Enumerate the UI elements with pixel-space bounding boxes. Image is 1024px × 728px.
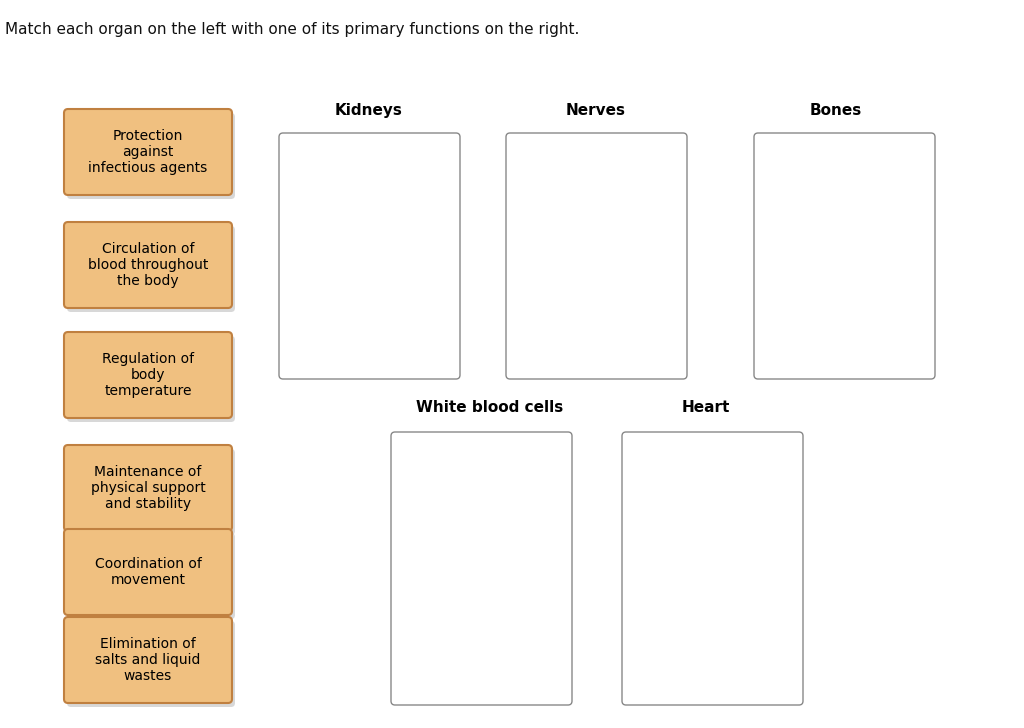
Text: Protection
against
infectious agents: Protection against infectious agents (88, 129, 208, 175)
Text: Nerves: Nerves (566, 103, 626, 118)
FancyBboxPatch shape (67, 336, 234, 422)
FancyBboxPatch shape (67, 533, 234, 619)
FancyBboxPatch shape (63, 445, 232, 531)
FancyBboxPatch shape (279, 133, 460, 379)
FancyBboxPatch shape (63, 617, 232, 703)
Text: White blood cells: White blood cells (417, 400, 563, 415)
Text: Regulation of
body
temperature: Regulation of body temperature (102, 352, 195, 398)
FancyBboxPatch shape (67, 449, 234, 535)
Text: Coordination of
movement: Coordination of movement (94, 557, 202, 587)
FancyBboxPatch shape (63, 222, 232, 308)
Text: Maintenance of
physical support
and stability: Maintenance of physical support and stab… (91, 464, 206, 511)
FancyBboxPatch shape (67, 113, 234, 199)
FancyBboxPatch shape (63, 109, 232, 195)
Text: Heart: Heart (682, 400, 730, 415)
Text: Bones: Bones (810, 103, 862, 118)
Text: Elimination of
salts and liquid
wastes: Elimination of salts and liquid wastes (95, 637, 201, 683)
FancyBboxPatch shape (391, 432, 572, 705)
FancyBboxPatch shape (67, 226, 234, 312)
FancyBboxPatch shape (63, 529, 232, 615)
FancyBboxPatch shape (622, 432, 803, 705)
Text: Kidneys: Kidneys (335, 103, 402, 118)
FancyBboxPatch shape (506, 133, 687, 379)
FancyBboxPatch shape (67, 621, 234, 707)
FancyBboxPatch shape (754, 133, 935, 379)
Text: Match each organ on the left with one of its primary functions on the right.: Match each organ on the left with one of… (5, 22, 580, 37)
Text: Circulation of
blood throughout
the body: Circulation of blood throughout the body (88, 242, 208, 288)
FancyBboxPatch shape (63, 332, 232, 418)
